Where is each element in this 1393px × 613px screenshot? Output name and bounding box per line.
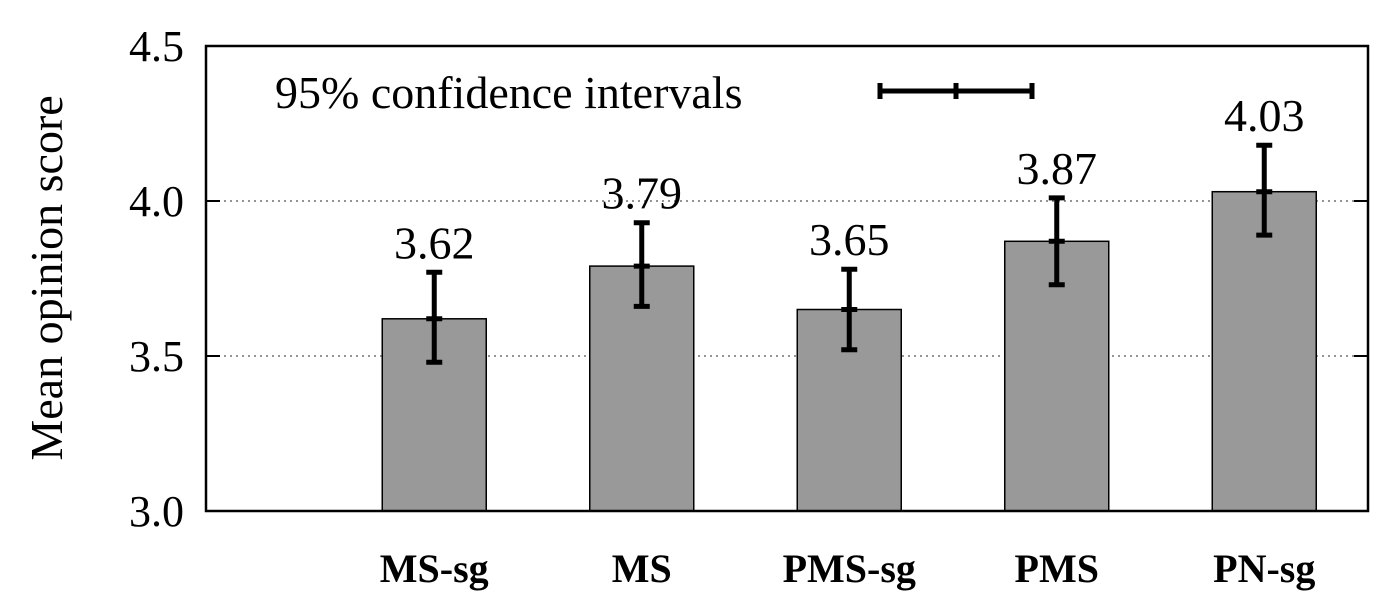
y-tick-label: 3.5 (129, 332, 184, 381)
value-label: 4.03 (1224, 90, 1305, 141)
x-tick-label: MS (612, 546, 672, 591)
y-axis-label: Mean opinion score (21, 95, 72, 460)
value-label: 3.87 (1017, 143, 1098, 194)
x-tick-label: MS-sg (380, 546, 489, 591)
bar-pn-sg (1211, 190, 1317, 512)
y-tick-label: 4.5 (129, 22, 184, 71)
value-label: 3.62 (394, 217, 475, 268)
x-tick-label: PMS (1015, 546, 1099, 591)
x-tick-labels-layer: MS-sg MS PMS-sg PMS PN-sg (380, 546, 1316, 591)
y-tick-label: 3.0 (129, 487, 184, 536)
legend-label: 95% confidence intervals (275, 67, 742, 118)
y-tick-label: 4.0 (129, 177, 184, 226)
grid-layer (206, 200, 1368, 357)
value-label: 3.65 (809, 214, 890, 265)
value-label: 3.79 (602, 168, 683, 219)
legend-errorbar-sample (877, 83, 1035, 99)
x-tick-label: PMS-sg (783, 546, 916, 591)
error-bars-layer (426, 142, 1273, 365)
bars-layer (381, 190, 1317, 512)
plot-frame (204, 44, 1370, 513)
y-ticks-layer: 3.0 3.5 4.0 4.5 (129, 22, 1368, 536)
legend: 95% confidence intervals (275, 67, 1035, 118)
x-tick-label: PN-sg (1213, 546, 1315, 591)
value-labels-layer: 3.62 3.79 3.65 3.87 4.03 (394, 90, 1305, 268)
